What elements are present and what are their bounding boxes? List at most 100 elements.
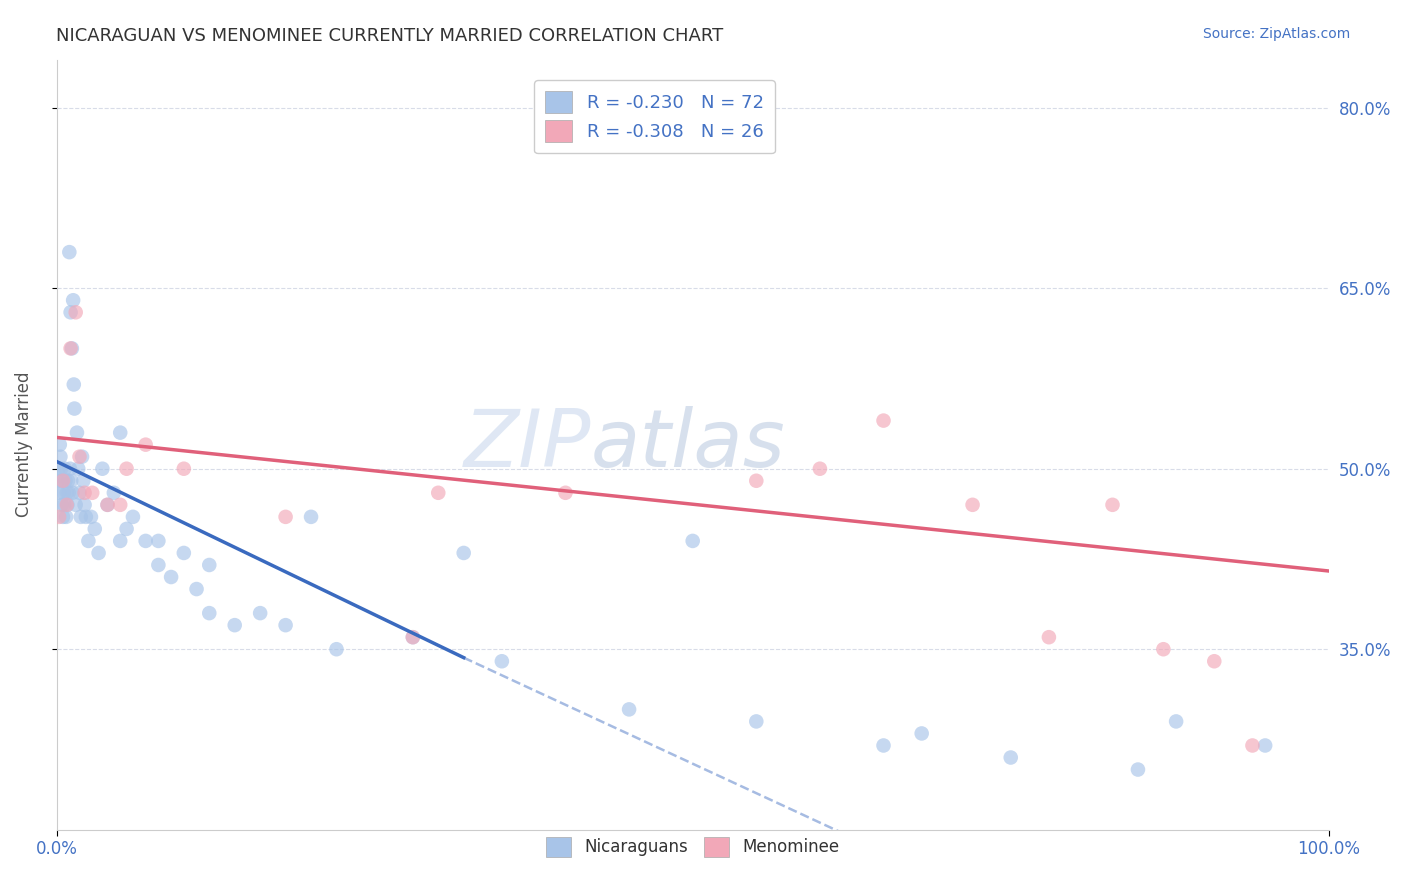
Point [59, 342, 82, 356]
Point [872, 739, 894, 753]
Point [77, 533, 100, 548]
Y-axis label: Currently Married: Currently Married [15, 372, 32, 517]
Point [325, 642, 347, 657]
Point [198, 606, 221, 620]
Point [67, 461, 90, 475]
Point [96, 498, 118, 512]
Point [56, 485, 79, 500]
Point [682, 533, 704, 548]
Point [1101, 498, 1123, 512]
Point [110, 425, 132, 440]
Point [1254, 739, 1277, 753]
Point [51, 474, 73, 488]
Point [59, 461, 82, 475]
Point [49, 461, 72, 475]
Point [617, 702, 640, 716]
Point [69, 509, 91, 524]
Point [59, 305, 82, 319]
Point [427, 485, 450, 500]
Point [56, 474, 79, 488]
Point [808, 461, 831, 475]
Point [110, 498, 132, 512]
Point [52, 474, 75, 488]
Point [49, 437, 72, 451]
Point [299, 509, 322, 524]
Point [83, 522, 105, 536]
Point [160, 570, 183, 584]
Point [58, 245, 80, 260]
Point [96, 498, 118, 512]
Point [52, 485, 75, 500]
Point [62, 485, 84, 500]
Point [402, 630, 425, 644]
Point [48, 485, 70, 500]
Point [55, 474, 77, 488]
Point [1000, 750, 1022, 764]
Point [49, 450, 72, 464]
Point [80, 509, 103, 524]
Point [87, 546, 110, 560]
Point [55, 509, 77, 524]
Point [745, 474, 768, 488]
Point [91, 461, 114, 475]
Point [48, 461, 70, 475]
Point [135, 533, 157, 548]
Point [115, 461, 138, 475]
Point [65, 498, 87, 512]
Point [173, 461, 195, 475]
Point [173, 546, 195, 560]
Point [63, 401, 86, 416]
Point [52, 509, 75, 524]
Point [62, 293, 84, 308]
Point [62, 377, 84, 392]
Point [1152, 642, 1174, 657]
Point [1204, 654, 1226, 668]
Text: NICARAGUAN VS MENOMINEE CURRENTLY MARRIED CORRELATION CHART: NICARAGUAN VS MENOMINEE CURRENTLY MARRIE… [56, 27, 724, 45]
Point [135, 437, 157, 451]
Point [1164, 714, 1187, 729]
Point [453, 546, 475, 560]
Point [75, 509, 97, 524]
Point [249, 606, 271, 620]
Point [56, 498, 79, 512]
Point [274, 618, 297, 632]
Point [186, 582, 208, 596]
Point [72, 474, 94, 488]
Point [56, 498, 79, 512]
Point [745, 714, 768, 729]
Point [53, 461, 76, 475]
Point [46, 474, 69, 488]
Point [60, 342, 83, 356]
Point [65, 305, 87, 319]
Point [73, 498, 96, 512]
Point [69, 485, 91, 500]
Point [491, 654, 513, 668]
Text: ZIP: ZIP [464, 406, 591, 483]
Point [60, 474, 83, 488]
Text: Source: ZipAtlas.com: Source: ZipAtlas.com [1202, 27, 1350, 41]
Point [110, 533, 132, 548]
Point [70, 450, 93, 464]
Point [82, 485, 104, 500]
Point [274, 509, 297, 524]
Point [103, 485, 125, 500]
Point [69, 450, 91, 464]
Text: atlas: atlas [591, 406, 786, 483]
Point [148, 558, 170, 572]
Point [1038, 630, 1060, 644]
Point [962, 498, 984, 512]
Point [148, 533, 170, 548]
Point [911, 726, 934, 740]
Point [48, 509, 70, 524]
Legend: Nicaraguans, Menominee: Nicaraguans, Menominee [538, 830, 846, 863]
Point [402, 630, 425, 644]
Point [224, 618, 246, 632]
Point [58, 485, 80, 500]
Point [115, 522, 138, 536]
Point [1241, 739, 1264, 753]
Point [872, 414, 894, 428]
Point [554, 485, 576, 500]
Point [66, 425, 89, 440]
Point [198, 558, 221, 572]
Point [1126, 763, 1149, 777]
